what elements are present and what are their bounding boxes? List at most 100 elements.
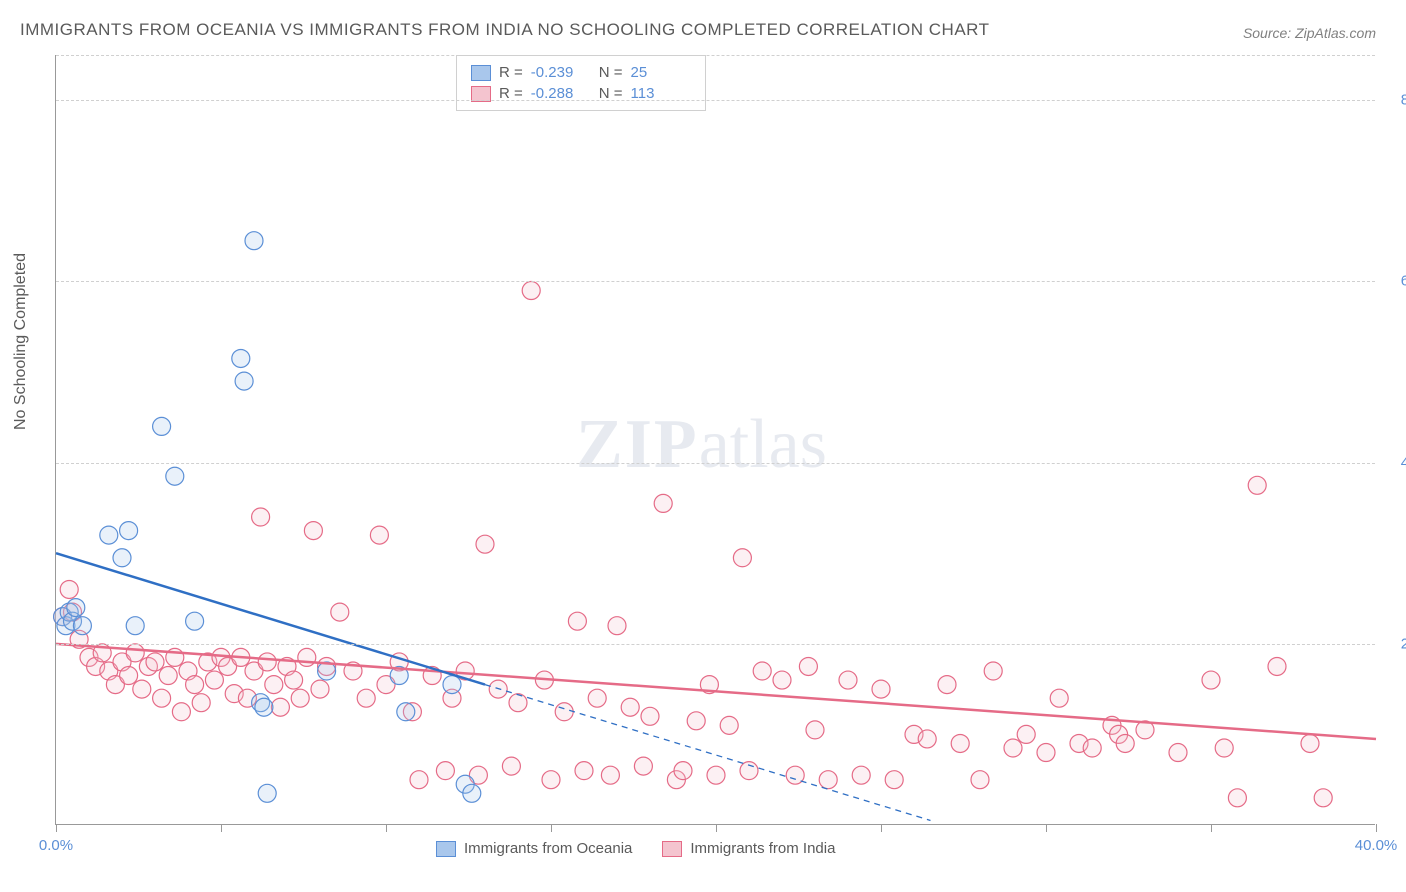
scatter-point bbox=[720, 716, 738, 734]
scatter-point bbox=[555, 703, 573, 721]
stats-n-value-oceania: 25 bbox=[631, 64, 691, 81]
plot-area: ZIPatlas R = -0.239 N = 25 R = -0.288 N … bbox=[55, 55, 1375, 825]
scatter-point bbox=[1050, 689, 1068, 707]
scatter-point bbox=[806, 721, 824, 739]
scatter-point bbox=[918, 730, 936, 748]
scatter-point bbox=[410, 771, 428, 789]
scatter-point bbox=[166, 467, 184, 485]
chart-title: IMMIGRANTS FROM OCEANIA VS IMMIGRANTS FR… bbox=[20, 20, 990, 40]
scatter-point bbox=[232, 349, 250, 367]
y-tick-label: 2.0% bbox=[1401, 635, 1406, 652]
regression-line bbox=[485, 685, 931, 821]
scatter-point bbox=[1248, 476, 1266, 494]
scatter-point bbox=[436, 762, 454, 780]
scatter-point bbox=[707, 766, 725, 784]
legend-label-india: Immigrants from India bbox=[690, 840, 835, 857]
scatter-point bbox=[568, 612, 586, 630]
scatter-point bbox=[331, 603, 349, 621]
scatter-point bbox=[1215, 739, 1233, 757]
scatter-point bbox=[1037, 744, 1055, 762]
scatter-point bbox=[271, 698, 289, 716]
gridline-h bbox=[56, 644, 1375, 645]
scatter-point bbox=[357, 689, 375, 707]
scatter-point bbox=[153, 689, 171, 707]
stats-r-label: R = bbox=[499, 64, 523, 81]
scatter-point bbox=[1004, 739, 1022, 757]
scatter-point bbox=[265, 676, 283, 694]
scatter-point bbox=[1116, 734, 1134, 752]
scatter-point bbox=[839, 671, 857, 689]
scatter-point bbox=[252, 508, 270, 526]
scatter-point bbox=[753, 662, 771, 680]
y-tick-label: 6.0% bbox=[1401, 273, 1406, 290]
correlation-stats-box: R = -0.239 N = 25 R = -0.288 N = 113 bbox=[456, 55, 706, 111]
x-tick-label: 0.0% bbox=[39, 837, 73, 854]
scatter-point bbox=[100, 526, 118, 544]
scatter-point bbox=[733, 549, 751, 567]
scatter-point bbox=[819, 771, 837, 789]
stats-swatch-india bbox=[471, 86, 491, 102]
scatter-point bbox=[120, 522, 138, 540]
scatter-point bbox=[113, 549, 131, 567]
legend-swatch-oceania bbox=[436, 841, 456, 857]
legend: Immigrants from Oceania Immigrants from … bbox=[436, 840, 835, 857]
scatter-point bbox=[852, 766, 870, 784]
scatter-point bbox=[153, 417, 171, 435]
scatter-point bbox=[885, 771, 903, 789]
scatter-point bbox=[192, 694, 210, 712]
scatter-point bbox=[509, 694, 527, 712]
scatter-point bbox=[674, 762, 692, 780]
scatter-point bbox=[641, 707, 659, 725]
scatter-point bbox=[1017, 725, 1035, 743]
legend-swatch-india bbox=[662, 841, 682, 857]
scatter-point bbox=[146, 653, 164, 671]
scatter-point bbox=[1202, 671, 1220, 689]
scatter-point bbox=[186, 612, 204, 630]
x-tick-mark bbox=[551, 824, 552, 832]
scatter-point bbox=[799, 657, 817, 675]
x-tick-mark bbox=[56, 824, 57, 832]
x-tick-mark bbox=[386, 824, 387, 832]
scatter-point bbox=[971, 771, 989, 789]
scatter-point bbox=[255, 698, 273, 716]
scatter-point bbox=[205, 671, 223, 689]
legend-item-india: Immigrants from India bbox=[662, 840, 835, 857]
x-tick-mark bbox=[716, 824, 717, 832]
chart-svg bbox=[56, 55, 1375, 824]
scatter-point bbox=[120, 667, 138, 685]
scatter-point bbox=[443, 676, 461, 694]
gridline-h bbox=[56, 281, 1375, 282]
x-tick-mark bbox=[881, 824, 882, 832]
scatter-point bbox=[773, 671, 791, 689]
source-attribution: Source: ZipAtlas.com bbox=[1243, 25, 1376, 41]
scatter-point bbox=[740, 762, 758, 780]
scatter-point bbox=[621, 698, 639, 716]
scatter-point bbox=[126, 617, 144, 635]
y-axis-label: No Schooling Completed bbox=[12, 253, 30, 430]
x-tick-mark bbox=[1046, 824, 1047, 832]
scatter-point bbox=[133, 680, 151, 698]
scatter-point bbox=[298, 648, 316, 666]
scatter-point bbox=[654, 494, 672, 512]
scatter-point bbox=[245, 232, 263, 250]
scatter-point bbox=[1083, 739, 1101, 757]
scatter-point bbox=[67, 599, 85, 617]
scatter-point bbox=[172, 703, 190, 721]
x-tick-label: 40.0% bbox=[1355, 837, 1398, 854]
legend-item-oceania: Immigrants from Oceania bbox=[436, 840, 632, 857]
scatter-point bbox=[463, 784, 481, 802]
scatter-point bbox=[575, 762, 593, 780]
y-tick-label: 4.0% bbox=[1401, 454, 1406, 471]
gridline-h bbox=[56, 100, 1375, 101]
scatter-point bbox=[542, 771, 560, 789]
x-tick-mark bbox=[1211, 824, 1212, 832]
scatter-point bbox=[311, 680, 329, 698]
scatter-point bbox=[951, 734, 969, 752]
stats-n-label: N = bbox=[599, 64, 623, 81]
scatter-point bbox=[476, 535, 494, 553]
scatter-point bbox=[258, 784, 276, 802]
stats-swatch-oceania bbox=[471, 65, 491, 81]
gridline-h bbox=[56, 55, 1375, 56]
scatter-point bbox=[186, 676, 204, 694]
scatter-point bbox=[634, 757, 652, 775]
